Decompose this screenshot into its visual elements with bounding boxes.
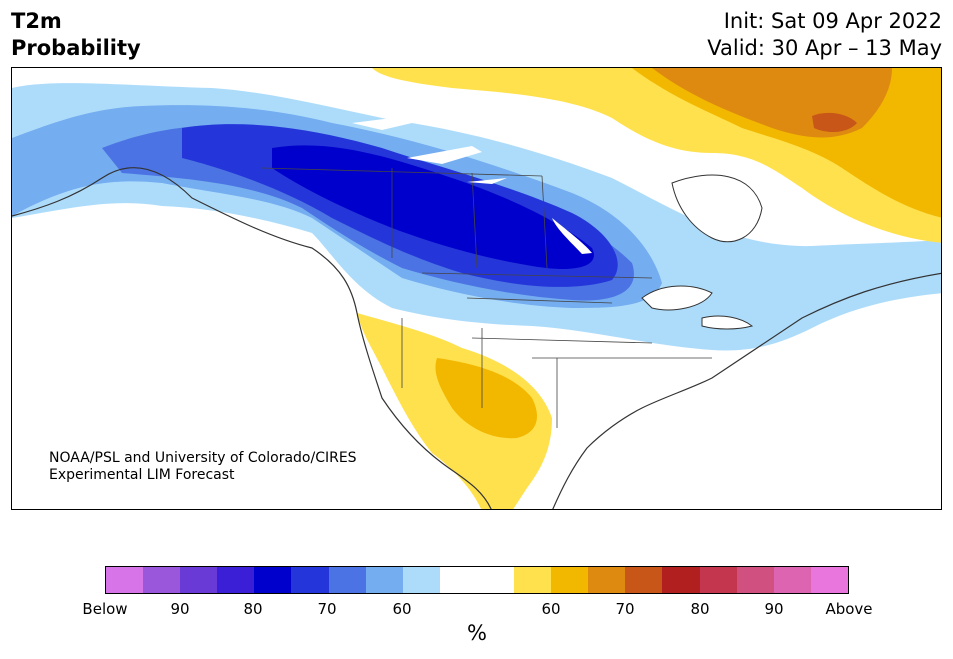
colorbar-cell	[439, 567, 477, 593]
colorbar-tick-label: 90	[764, 600, 784, 618]
colorbar-cell	[402, 567, 440, 593]
forecast-dates: Init: Sat 09 Apr 2022 Valid: 30 Apr – 13…	[707, 8, 942, 62]
colorbar-cell	[699, 567, 737, 593]
colorbar-tick-label: 60	[392, 600, 412, 618]
title-variable: T2m	[11, 9, 62, 33]
colorbar-cell	[143, 567, 181, 593]
probability-map	[12, 68, 941, 509]
colorbar-tick-label: 70	[615, 600, 635, 618]
colorbar-cell	[254, 567, 292, 593]
colorbar-tick-label: 70	[317, 600, 337, 618]
coastline	[12, 167, 941, 509]
colorbar-tick-label: 60	[541, 600, 561, 618]
colorbar-cell	[736, 567, 774, 593]
colorbar-tick-label: 90	[170, 600, 190, 618]
colorbar-cell	[773, 567, 811, 593]
colorbar-cell	[217, 567, 255, 593]
valid-range: Valid: 30 Apr – 13 May	[707, 36, 942, 60]
colorbar-tick-label: Below	[82, 600, 128, 618]
colorbar-cell	[588, 567, 626, 593]
colorbar-tick-label: 80	[690, 600, 710, 618]
cold-shade-80	[272, 145, 594, 269]
colorbar-cell	[662, 567, 700, 593]
warm-shade-southwest-65	[435, 358, 537, 439]
warm-shade-arctic-75	[812, 112, 857, 133]
colorbar-tick-label: 80	[243, 600, 263, 618]
colorbar-cell	[514, 567, 552, 593]
colorbar-cell	[551, 567, 589, 593]
colorbar-cell	[476, 567, 515, 593]
init-date: Init: Sat 09 Apr 2022	[723, 9, 942, 33]
probability-colorbar	[105, 566, 849, 594]
colorbar-cell	[810, 567, 848, 593]
chart-title: T2m Probability	[11, 8, 141, 62]
colorbar-cell	[291, 567, 329, 593]
credit-text: NOAA/PSL and University of Colorado/CIRE…	[49, 450, 357, 484]
hudson-bay	[671, 174, 763, 243]
great-lakes	[641, 285, 754, 330]
state-borders	[261, 167, 712, 428]
colorbar-unit: %	[467, 621, 487, 645]
credit-line-1: NOAA/PSL and University of Colorado/CIRE…	[49, 450, 357, 466]
colorbar-cell	[365, 567, 403, 593]
colorbar-cell	[625, 567, 663, 593]
title-type: Probability	[11, 36, 141, 60]
colorbar-cell	[106, 567, 144, 593]
credit-line-2: Experimental LIM Forecast	[49, 467, 235, 483]
colorbar-cell	[180, 567, 218, 593]
colorbar-cell	[328, 567, 366, 593]
map-panel	[11, 67, 942, 510]
colorbar-tick-label: Above	[825, 600, 873, 618]
